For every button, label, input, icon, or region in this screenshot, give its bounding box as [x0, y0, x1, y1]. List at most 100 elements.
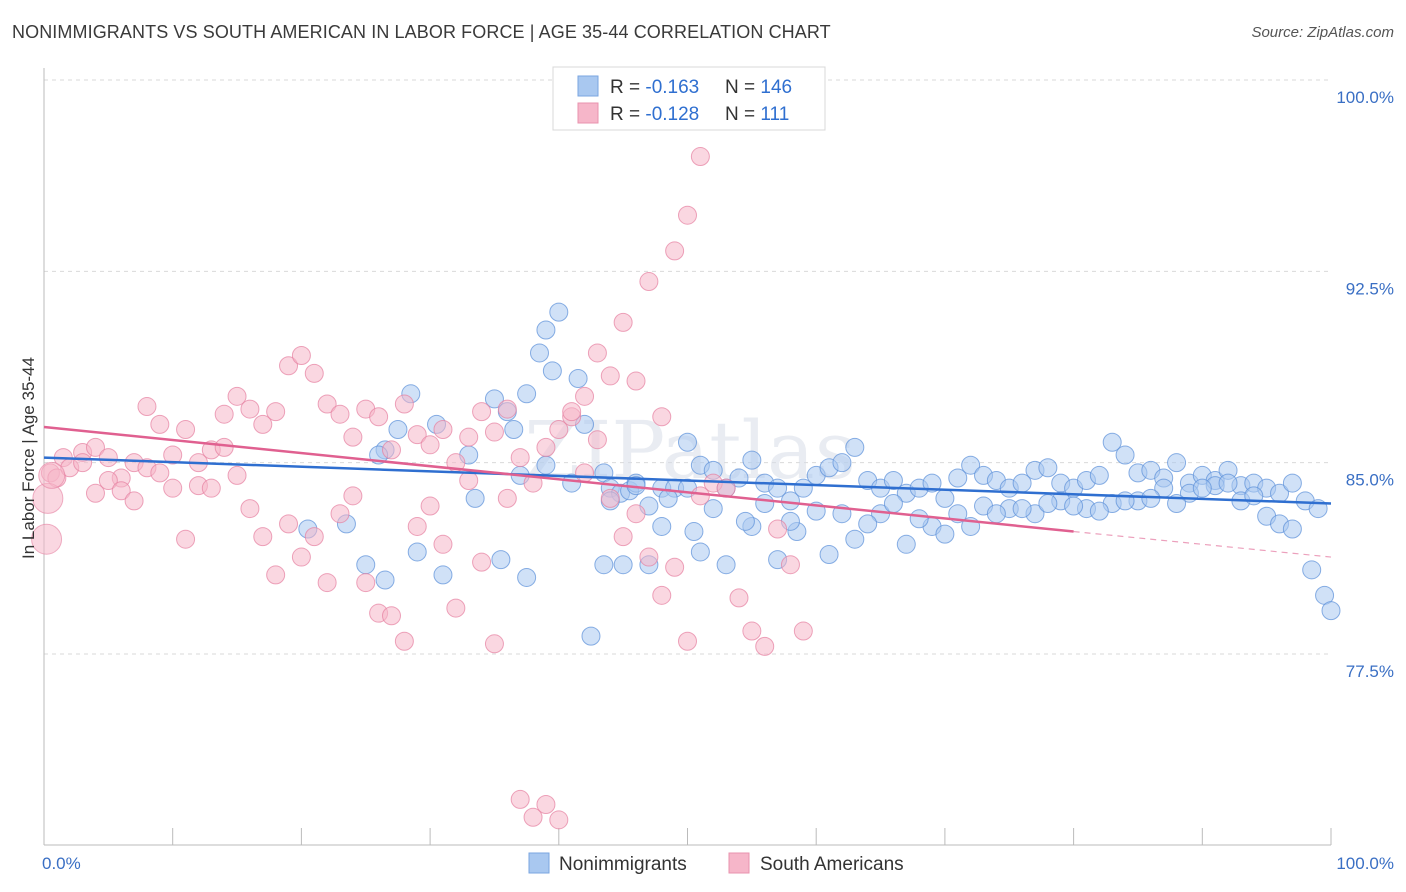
nonimmigrants-point-138 [1064, 496, 1084, 516]
nonimmigrants-point-125 [735, 511, 755, 531]
south-americans-point-34 [459, 427, 479, 447]
nonimmigrants-point-45 [948, 468, 968, 488]
nonimmigrants-point-78 [407, 542, 427, 562]
south-americans-point-large-2 [31, 523, 63, 555]
legend-swatch-nonimmigrants [577, 75, 599, 97]
south-americans-point-82 [407, 516, 427, 536]
south-americans-point-10 [150, 414, 170, 434]
south-americans-point-57 [85, 483, 105, 503]
y-tick-label-1: 85.0% [1346, 471, 1394, 490]
south-americans-point-9 [137, 397, 157, 417]
south-americans-point-30 [407, 425, 427, 445]
south-americans-point-68 [227, 465, 247, 485]
nonimmigrants-point-89 [716, 555, 736, 575]
south-americans-point-77 [343, 486, 363, 506]
nonimmigrants-point-82 [581, 626, 601, 646]
south-americans-point-48 [639, 272, 659, 292]
south-americans-point-71 [266, 565, 286, 585]
south-americans-point-51 [678, 205, 697, 225]
legend-r-label-1: R = [610, 77, 645, 98]
south-americans-point-88 [484, 634, 504, 654]
nonimmigrants-point-83 [594, 555, 614, 575]
nonimmigrants-point-144 [1218, 473, 1238, 493]
chart-title: NONIMMIGRANTS VS SOUTH AMERICAN IN LABOR… [12, 22, 831, 42]
svg-text:R = -0.163: R = -0.163 [610, 77, 699, 98]
south-americans-point-31 [420, 435, 440, 455]
x-tick-label-max: 100.0% [1336, 854, 1394, 873]
nonimmigrants-point-137 [1038, 493, 1058, 513]
nonimmigrants-point-36 [832, 453, 852, 473]
legend-swatch-south-americans [577, 102, 599, 124]
south-americans-point-45 [600, 366, 620, 386]
nonimmigrants-point-46 [961, 455, 981, 475]
legend-r-value-2: -0.128 [645, 104, 699, 125]
south-americans-point-60 [124, 491, 144, 511]
correlation-legend: R = -0.163 N = 146 R = -0.128 N = 111 [552, 66, 826, 131]
nonimmigrants-point-131 [883, 493, 903, 513]
nonimmigrants-point-133 [935, 524, 955, 544]
south-americans-point-66 [201, 478, 221, 498]
nonimmigrants-point-135 [986, 504, 1006, 524]
bottom-legend-swatch-nonimmigrants [528, 852, 550, 874]
nonimmigrants-point-14 [568, 368, 588, 388]
y-tick-label-3: 100.0% [1336, 88, 1394, 107]
south-americans-point-5 [85, 437, 105, 457]
svg-text:N = 146: N = 146 [725, 77, 792, 98]
nonimmigrants-point-71 [1282, 473, 1302, 493]
south-americans-point-23 [317, 394, 337, 414]
south-americans-point-28 [381, 440, 401, 460]
south-americans-point-27 [369, 407, 389, 427]
nonimmigrants-point-116 [465, 488, 485, 508]
south-americans-point-96 [587, 430, 607, 450]
south-americans-point-110 [768, 519, 788, 539]
svg-text:R = -0.128: R = -0.128 [610, 104, 699, 125]
series-legend: Nonimmigrants South Americans [528, 852, 904, 875]
south-americans-point-101 [652, 585, 672, 605]
south-americans-point-111 [780, 555, 800, 575]
legend-n-label-2: N = [725, 104, 760, 125]
x-tick-label-min: 0.0% [42, 854, 81, 873]
nonimmigrants-point-94 [845, 529, 865, 549]
south-americans-point-22 [304, 363, 324, 383]
south-americans-point-80 [381, 606, 401, 626]
south-americans-point-99 [626, 504, 646, 524]
south-americans-point-58 [98, 471, 118, 491]
nonimmigrants-point-8 [504, 420, 524, 440]
south-americans-point-85 [446, 598, 466, 618]
south-americans-point-24 [330, 404, 350, 424]
nonimmigrants-point-44 [935, 488, 955, 508]
legend-n-value-2: 111 [760, 104, 789, 125]
south-americans-point-12 [176, 420, 196, 440]
south-americans-point-36 [484, 422, 504, 442]
nonimmigrants-point-132 [909, 509, 929, 529]
south-americans-point-11 [163, 445, 183, 465]
south-americans-point-86 [459, 471, 479, 491]
nonimmigrants-point-119 [562, 473, 582, 493]
nonimmigrants-point-56 [1089, 465, 1109, 485]
south-americans-point-107 [729, 588, 749, 608]
y-tick-labels: 77.5% 85.0% 92.5% 100.0% [1336, 88, 1394, 681]
south-americans-point-15 [214, 404, 234, 424]
nonimmigrants-point-93 [819, 545, 839, 565]
south-americans-point-89 [497, 488, 517, 508]
south-americans-point-94 [562, 402, 582, 422]
south-americans-point-92 [536, 795, 556, 815]
south-americans-point-20 [279, 356, 299, 376]
south-americans-point-67 [214, 437, 234, 457]
south-americans-point-73 [291, 547, 311, 567]
nonimmigrants-point-62 [1167, 453, 1187, 473]
south-americans-point-112 [793, 621, 813, 641]
y-tick-label-0: 77.5% [1346, 662, 1394, 681]
legend-n-label-1: N = [725, 77, 760, 98]
south-americans-point-109 [755, 636, 775, 656]
nonimmigrants-point-6 [484, 389, 504, 409]
nonimmigrants-point-118 [536, 455, 556, 475]
grid-lines [44, 79, 1331, 655]
south-americans-point-44 [587, 343, 607, 363]
south-americans-point-32 [433, 420, 453, 440]
nonimmigrants-point-29 [742, 450, 762, 470]
nonimmigrants-point-115 [1321, 601, 1341, 621]
south-americans-point-19 [266, 402, 286, 422]
south-americans-point-59 [111, 481, 131, 501]
south-americans-point-74 [304, 527, 324, 547]
